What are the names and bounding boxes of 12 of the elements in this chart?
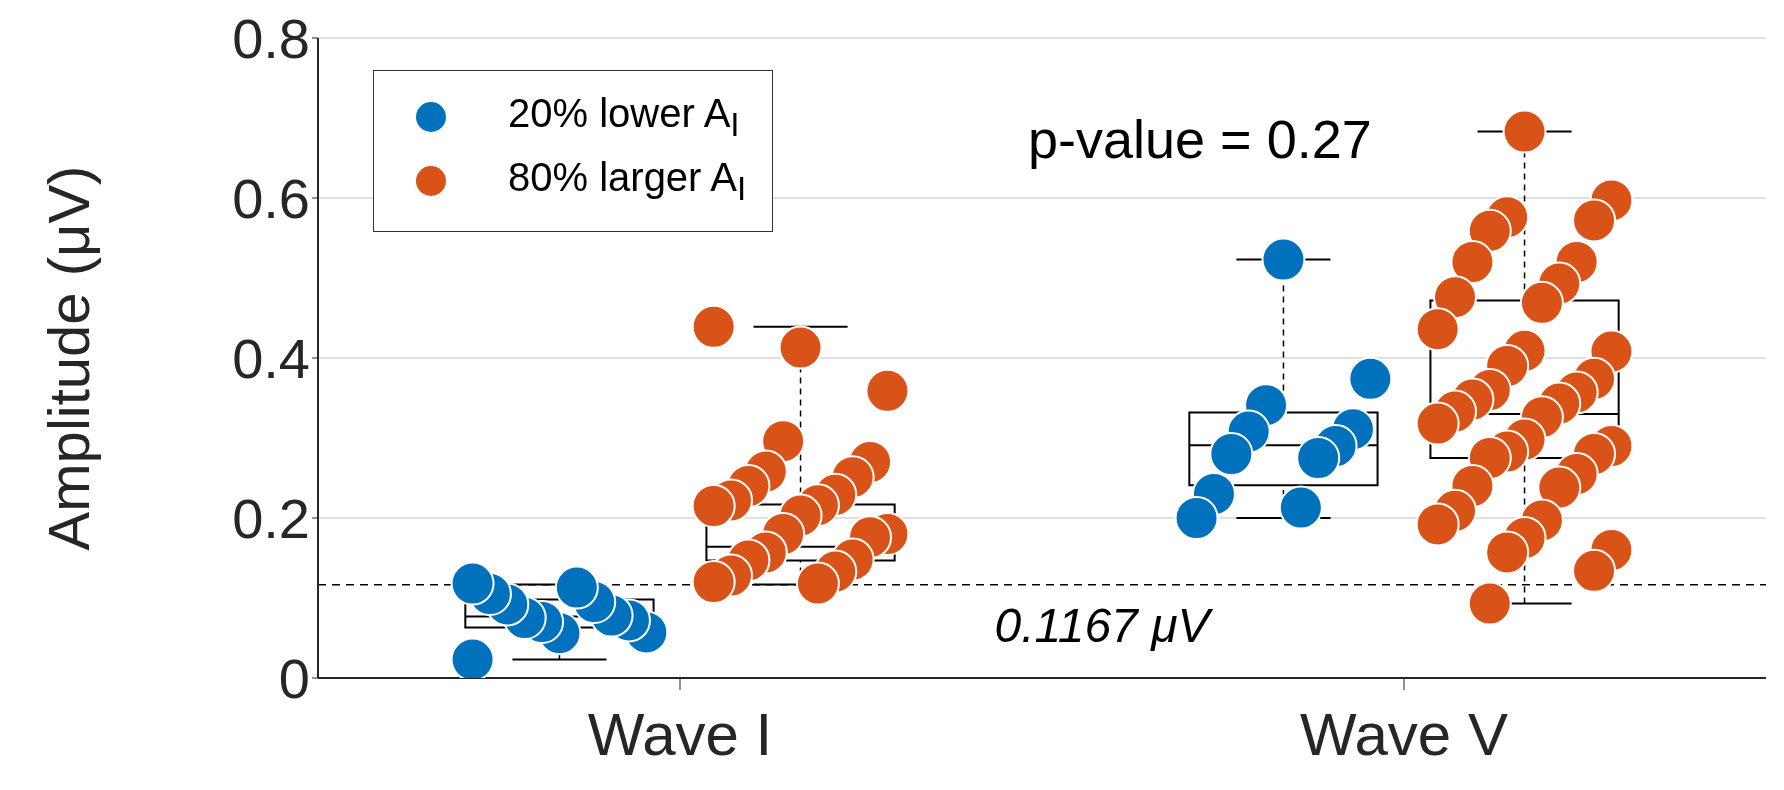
ref-line-label: 0.1167 μV (994, 598, 1214, 652)
x-tick-label: Wave V (1300, 700, 1508, 768)
x-tick-label: Wave I (587, 700, 773, 768)
annotation: p-value = 0.27 (1028, 108, 1372, 170)
y-axis-title: Amplitude (μV) (35, 165, 101, 551)
y-tick-label: 0.2 (232, 486, 310, 550)
y-tick-label: 0.8 (232, 6, 310, 70)
legend-label: 80% larger A$_{I}$ (508, 154, 747, 208)
y-tick-label: 0.6 (232, 166, 310, 230)
y-tick-label: 0.4 (232, 326, 310, 390)
legend-label: 20% lower A$_{I}$ (508, 90, 740, 144)
y-tick-label: 0 (278, 646, 310, 710)
